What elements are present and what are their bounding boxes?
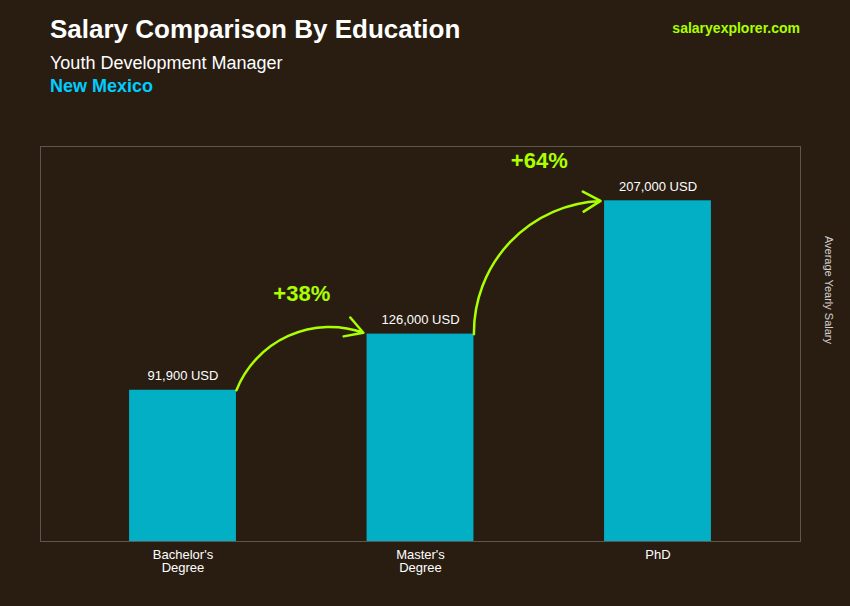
html-text:New Mexico: New Mexico [50,76,153,96]
html-text:salaryexplorer.com: salaryexplorer.com [672,20,800,36]
svg-text:91,900 USD: 91,900 USD [148,368,219,383]
svg-text:PhD: PhD [645,547,670,562]
html-text:Salary Comparison By Education: Salary Comparison By Education [50,14,461,44]
svg-text:Master'sDegree: Master'sDegree [396,547,445,575]
svg-text:207,000 USD: 207,000 USD [619,179,697,194]
html-text:Youth Development Manager: Youth Development Manager [50,53,283,73]
svg-text:+38%: +38% [273,281,330,306]
svg-text:+64%: +64% [511,148,568,173]
svg-text:Bachelor'sDegree: Bachelor'sDegree [153,547,214,575]
svg-text:126,000 USD: 126,000 USD [381,312,459,327]
svg-text:Average Yearly Salary: Average Yearly Salary [823,236,835,345]
